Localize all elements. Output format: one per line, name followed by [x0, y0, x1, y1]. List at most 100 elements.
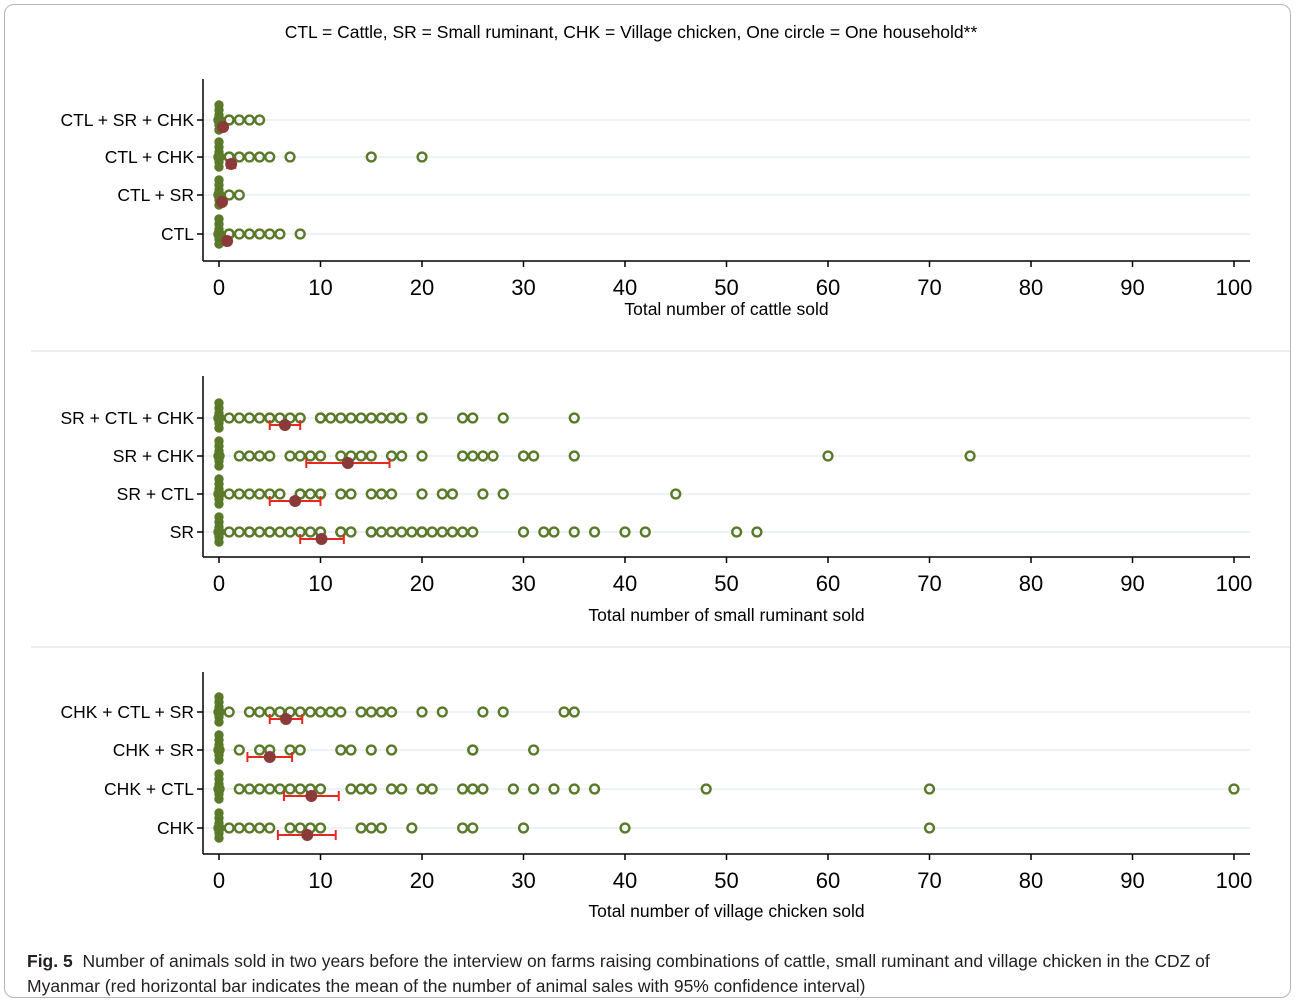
- household-point: [223, 412, 235, 424]
- household-point: [467, 526, 479, 538]
- household-point: [264, 450, 276, 462]
- x-tick-label: 90: [1120, 571, 1144, 596]
- household-point: [457, 822, 469, 834]
- household-point: [365, 706, 377, 718]
- household-point: [396, 412, 408, 424]
- household-point: [457, 412, 469, 424]
- x-tick-label: 50: [714, 868, 738, 893]
- household-point: [457, 526, 469, 538]
- household-point: [254, 744, 266, 756]
- household-point: [467, 412, 479, 424]
- household-point: [1228, 783, 1240, 795]
- x-tick-label: 40: [613, 868, 637, 893]
- household-point: [365, 822, 377, 834]
- household-point: [335, 744, 347, 756]
- household-point: [446, 526, 459, 538]
- mean-marker: [221, 235, 234, 247]
- x-tick-label: 0: [213, 275, 225, 300]
- household-point: [243, 151, 256, 163]
- household-point: [243, 706, 256, 718]
- y-category-label: CHK: [157, 818, 194, 838]
- x-tick-label: 90: [1120, 868, 1144, 893]
- x-tick-label: 20: [410, 868, 434, 893]
- household-point: [416, 450, 428, 462]
- mean-marker: [216, 196, 229, 208]
- household-point: [233, 228, 245, 240]
- household-point: [223, 526, 235, 538]
- household-point: [264, 783, 276, 795]
- y-category-label: SR + CTL: [117, 484, 195, 504]
- household-point: [619, 526, 631, 538]
- x-tick-label: 80: [1019, 275, 1043, 300]
- x-axis-title: Total number of small ruminant sold: [588, 605, 864, 625]
- y-category-label: CTL + SR: [117, 185, 194, 205]
- household-point: [385, 744, 398, 756]
- household-point: [385, 412, 398, 424]
- household-point: [254, 114, 266, 126]
- household-point: [294, 783, 306, 795]
- x-axis-title: Total number of village chicken sold: [588, 901, 864, 921]
- household-point: [477, 450, 489, 462]
- household-point: [335, 412, 347, 424]
- household-point: [416, 151, 428, 163]
- x-tick-label: 90: [1120, 275, 1144, 300]
- household-point: [314, 706, 327, 718]
- household-point: [568, 783, 580, 795]
- mean-marker: [279, 713, 292, 725]
- household-point: [467, 744, 479, 756]
- household-point: [528, 783, 540, 795]
- x-tick-label: 10: [308, 275, 332, 300]
- household-point: [923, 783, 936, 795]
- household-point: [700, 783, 712, 795]
- household-point: [243, 822, 256, 834]
- household-point: [233, 488, 245, 500]
- household-point: [243, 114, 256, 126]
- household-point: [436, 706, 448, 718]
- household-point: [558, 706, 570, 718]
- household-point: [355, 822, 367, 834]
- household-point: [284, 450, 296, 462]
- household-point: [243, 412, 256, 424]
- x-tick-label: 20: [410, 571, 434, 596]
- household-point: [568, 450, 580, 462]
- y-category-label: CHK + CTL: [104, 779, 194, 799]
- household-point: [243, 488, 256, 500]
- household-point: [416, 526, 428, 538]
- household-point: [396, 783, 408, 795]
- household-point: [243, 450, 256, 462]
- y-category-label: SR: [170, 522, 194, 542]
- household-point: [619, 822, 631, 834]
- household-point: [365, 744, 377, 756]
- household-point: [233, 412, 245, 424]
- household-point: [274, 783, 286, 795]
- household-point: [375, 822, 388, 834]
- mean-marker: [301, 829, 314, 841]
- household-point: [365, 450, 377, 462]
- household-point: [548, 783, 560, 795]
- household-point: [335, 706, 347, 718]
- household-point: [355, 412, 367, 424]
- household-point: [467, 822, 479, 834]
- household-point: [233, 744, 245, 756]
- household-point: [517, 822, 530, 834]
- mean-marker: [305, 790, 318, 802]
- household-point: [751, 526, 763, 538]
- household-point: [345, 744, 357, 756]
- household-point: [345, 488, 357, 500]
- household-point: [365, 526, 377, 538]
- household-point: [822, 450, 834, 462]
- household-point: [223, 706, 235, 718]
- household-point: [335, 450, 347, 462]
- mean-marker: [278, 419, 291, 431]
- mean-marker: [341, 457, 354, 469]
- household-point: [365, 488, 377, 500]
- household-point: [213, 744, 225, 756]
- household-point: [487, 450, 499, 462]
- mean-marker: [315, 533, 328, 545]
- household-point: [213, 526, 225, 538]
- household-point: [355, 450, 367, 462]
- household-point: [264, 151, 276, 163]
- chart-panel-1: 0 10 20 30 40 50 60 70 80 90 100 Total number of ca…: [60, 79, 1252, 319]
- mean-marker: [289, 495, 302, 507]
- x-tick-label: 70: [917, 868, 941, 893]
